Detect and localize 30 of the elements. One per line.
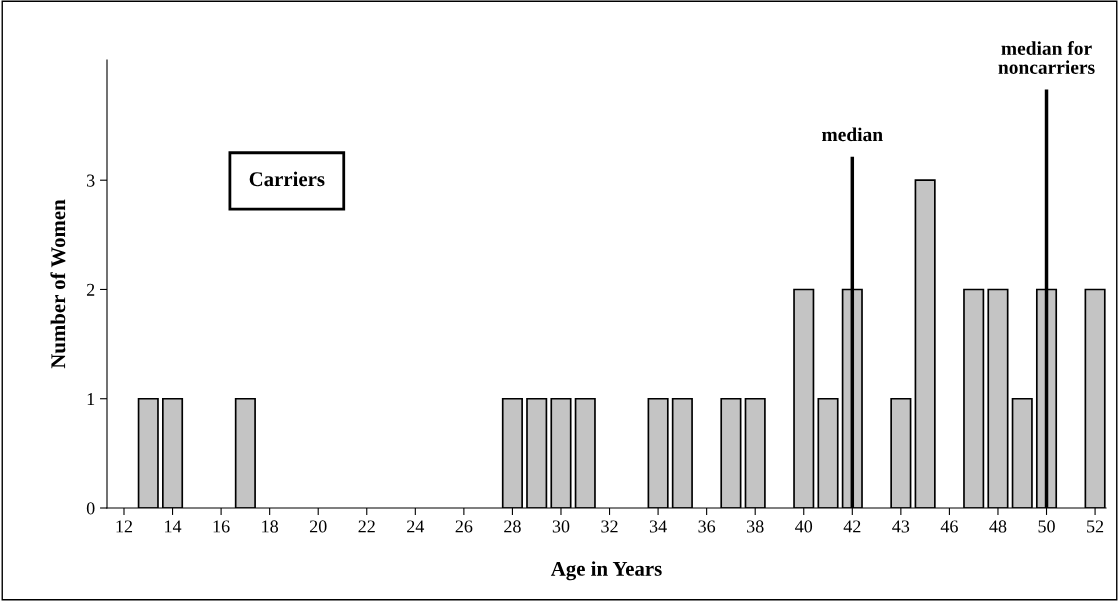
- x-tick-label: 14: [165, 520, 182, 533]
- x-tick-label: 20: [309, 520, 327, 533]
- x-tick-label: 32: [601, 520, 618, 533]
- y-axis-title: Number of Women: [50, 199, 66, 369]
- x-tick-label: 38: [747, 520, 764, 533]
- x-tick-label: 43: [892, 520, 910, 533]
- x-tick-label: 12: [116, 520, 133, 533]
- x-tick-label: 52: [1087, 520, 1104, 533]
- x-tick-label: 26: [455, 520, 473, 533]
- x-tick-label: 40: [795, 520, 813, 533]
- y-tick-label: 1: [87, 393, 95, 405]
- x-axis-title: Age in Years: [550, 561, 662, 581]
- ref-line-label: median for noncarriers: [998, 41, 1095, 74]
- x-tick-label: 28: [504, 520, 521, 533]
- x-tick-label: 18: [262, 520, 278, 533]
- annotation: Carriers: [249, 171, 325, 187]
- x-tick-label: 30: [552, 520, 570, 533]
- y-tick-label: 2: [86, 283, 95, 296]
- x-tick-label: 42: [843, 520, 861, 533]
- x-tick-label: 36: [698, 520, 716, 533]
- y-tick-label: 3: [87, 174, 95, 187]
- x-tick-label: 22: [358, 520, 375, 533]
- x-tick-label: 24: [407, 520, 425, 533]
- y-tick-label: 0: [86, 502, 95, 515]
- x-tick-label: 50: [1038, 520, 1055, 533]
- x-tick-label: 16: [213, 520, 230, 533]
- x-tick-label: 34: [649, 520, 667, 533]
- x-tick-label: 48: [989, 520, 1007, 533]
- ref-line-label: median: [822, 127, 883, 142]
- x-tick-label: 46: [940, 520, 958, 533]
